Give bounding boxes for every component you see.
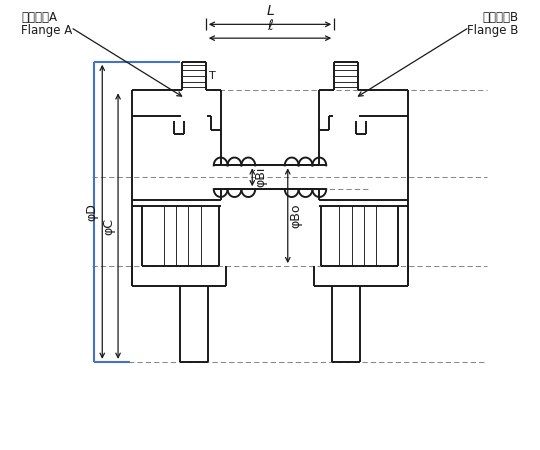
Text: フランジA: フランジA xyxy=(22,11,57,24)
Text: フランジB: フランジB xyxy=(483,11,518,24)
Text: φD: φD xyxy=(85,203,98,221)
Text: φBo: φBo xyxy=(290,203,303,228)
Text: φC: φC xyxy=(102,218,115,234)
Text: Flange B: Flange B xyxy=(467,24,518,37)
Text: Flange A: Flange A xyxy=(22,24,72,37)
Text: L: L xyxy=(266,4,274,18)
Text: ℓ: ℓ xyxy=(267,19,273,33)
Text: T: T xyxy=(209,71,215,81)
Text: φBi: φBi xyxy=(254,167,267,188)
